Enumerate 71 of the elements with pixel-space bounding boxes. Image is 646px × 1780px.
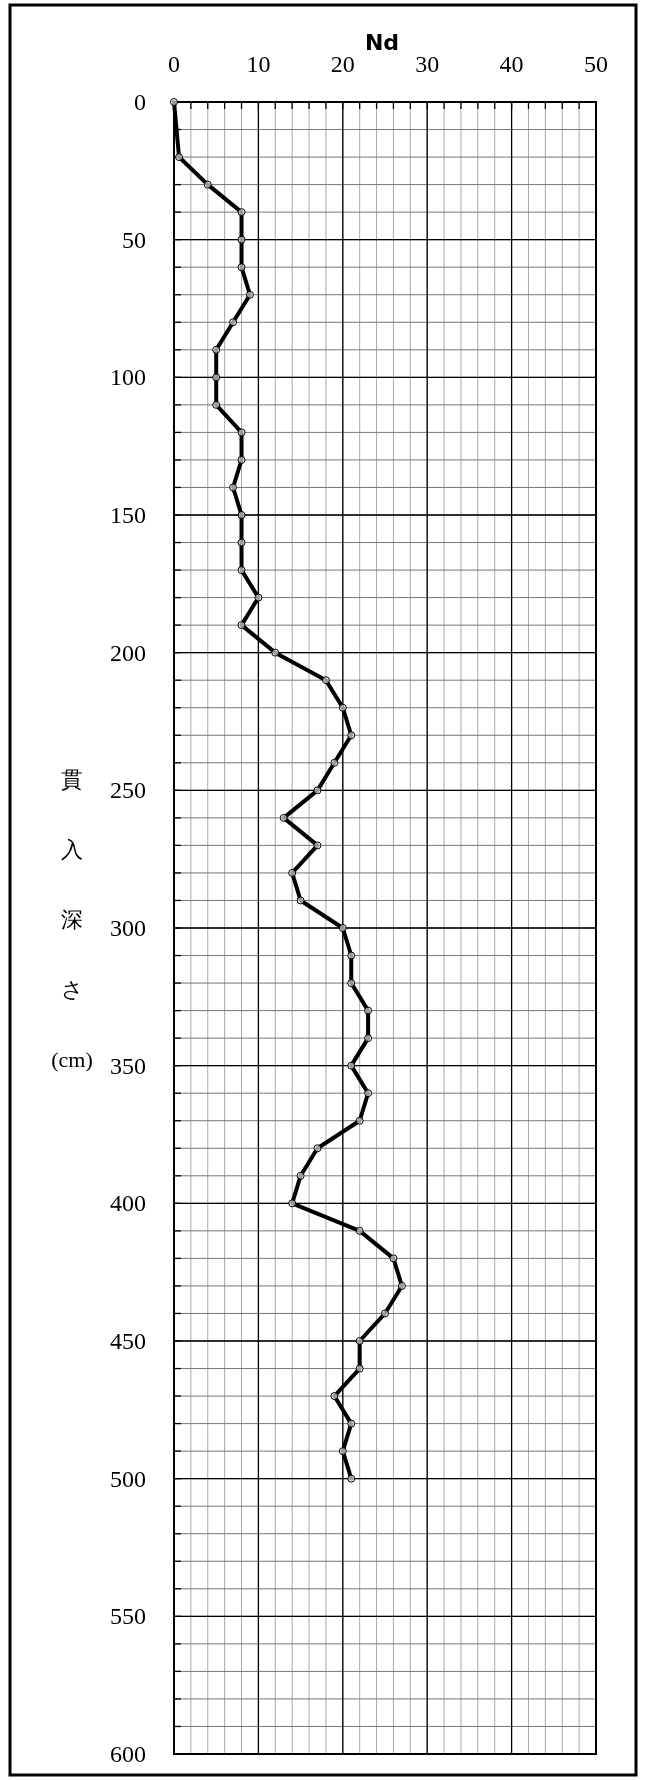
y-tick-label: 50 <box>122 226 146 253</box>
y-tick-label: 450 <box>110 1328 146 1354</box>
point <box>237 455 246 464</box>
x-tick-label: 40 <box>499 51 524 77</box>
y-tick-label: 0 <box>134 89 146 115</box>
point <box>237 263 246 272</box>
point <box>212 400 221 409</box>
x-axis-title: Nd <box>364 30 400 55</box>
point <box>254 593 263 602</box>
point <box>237 566 246 575</box>
point <box>330 1392 339 1401</box>
point <box>347 731 356 740</box>
point <box>237 621 246 630</box>
x-tick-label: 30 <box>415 51 440 77</box>
text: 貫入深さ(cm) <box>51 767 93 1072</box>
y-tick-label: 100 <box>110 364 146 391</box>
point <box>279 813 288 822</box>
point <box>364 1006 373 1015</box>
point <box>355 1337 364 1345</box>
point <box>170 98 178 106</box>
point <box>347 1061 356 1070</box>
x-tick-label: 0 <box>168 51 180 77</box>
point <box>229 483 238 492</box>
point <box>338 924 347 932</box>
point <box>245 290 254 299</box>
y-tick-label: 200 <box>110 639 146 666</box>
point <box>364 1089 373 1098</box>
point <box>347 1474 356 1483</box>
y-tick-label: 500 <box>110 1465 146 1492</box>
point <box>381 1309 389 1318</box>
x-tick-label: 20 <box>330 51 355 77</box>
point <box>364 1034 373 1043</box>
x-tick-label: 10 <box>246 51 271 77</box>
point <box>338 703 347 712</box>
y-tick-label: 300 <box>110 915 146 941</box>
point <box>296 896 305 905</box>
point <box>389 1254 398 1263</box>
point <box>355 1116 364 1125</box>
point <box>288 868 297 877</box>
point <box>347 951 356 960</box>
x-tick-label: 50 <box>584 51 608 77</box>
point <box>237 511 246 519</box>
y-tick-label: 350 <box>110 1052 146 1079</box>
point <box>338 1447 347 1456</box>
point <box>237 208 246 217</box>
point <box>212 345 221 354</box>
point <box>355 1364 364 1373</box>
point <box>397 1281 406 1290</box>
y-tick-label: 250 <box>110 777 146 804</box>
y-tick-label: 400 <box>110 1190 146 1217</box>
point <box>288 1199 297 1208</box>
y-tick-label: 600 <box>110 1741 146 1767</box>
point <box>212 373 221 382</box>
point <box>237 235 246 244</box>
point <box>229 318 238 327</box>
point <box>347 979 356 988</box>
point <box>330 758 339 767</box>
point <box>355 1226 364 1235</box>
point <box>296 1171 305 1180</box>
point <box>203 180 212 189</box>
point <box>347 1419 356 1428</box>
y-tick-label: 150 <box>110 502 146 528</box>
point <box>313 1144 322 1153</box>
point <box>175 153 184 162</box>
point <box>321 676 330 685</box>
point <box>313 841 322 850</box>
point <box>313 786 322 795</box>
point <box>271 648 280 657</box>
point <box>237 428 246 437</box>
y-tick-label: 550 <box>110 1603 146 1630</box>
point <box>237 538 246 547</box>
